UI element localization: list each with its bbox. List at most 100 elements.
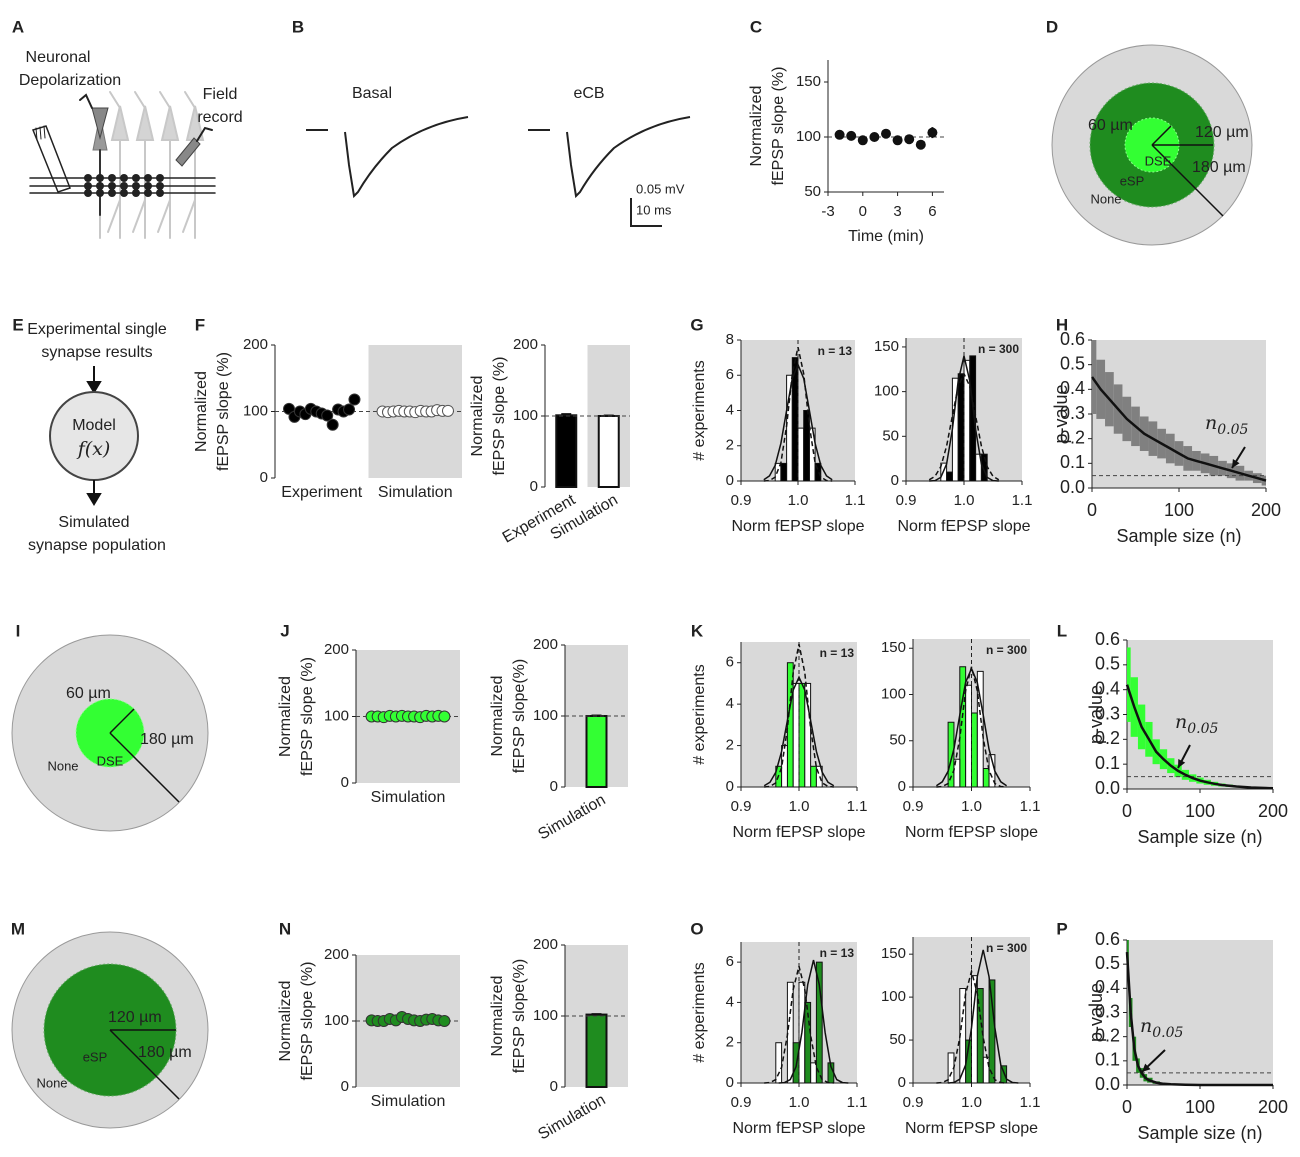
- histogram-bar: [976, 670, 984, 788]
- histogram-bar: [797, 427, 805, 482]
- zone-label: eSP: [83, 1049, 108, 1064]
- x-tick-label: 1.1: [1020, 1094, 1041, 1111]
- panel-letter: N: [279, 919, 291, 938]
- y-axis-label: # experiments: [691, 962, 708, 1063]
- x-tick-label: 0.9: [903, 798, 924, 815]
- diagram-label: Neuronal: [26, 49, 91, 66]
- y-tick-label: 100: [533, 707, 558, 724]
- annotation-subscript: 0.05: [1187, 721, 1218, 737]
- panel-letter: P: [1056, 919, 1067, 938]
- y-tick-label: 150: [874, 338, 899, 355]
- flow-label: Simulated: [58, 514, 129, 531]
- annotation: n = 13: [820, 946, 855, 960]
- histogram-bar: [786, 981, 794, 1084]
- x-tick-label: 0: [1087, 500, 1097, 520]
- model-function: f(x): [76, 438, 111, 460]
- y-tick-label: 0.5: [1095, 654, 1120, 674]
- radius-label: 120 µm: [108, 1009, 162, 1026]
- histogram-bar: [804, 682, 812, 788]
- y-tick-label: 150: [796, 73, 821, 90]
- y-tick-label: 50: [882, 427, 899, 444]
- annotation: n = 13: [818, 344, 853, 358]
- panel-letter: J: [280, 621, 289, 640]
- panel-letter: K: [691, 621, 704, 640]
- panel-letter: H: [1056, 315, 1068, 334]
- y-axis-label: Normalized: [489, 976, 506, 1057]
- x-tick-label: 0: [859, 203, 867, 220]
- y-tick-label: 0.2: [1095, 1025, 1120, 1045]
- y-axis-label: Normalized: [277, 676, 294, 757]
- zone-label: None: [36, 1075, 67, 1090]
- trace-label: eCB: [573, 85, 604, 102]
- x-tick-label: 0.9: [731, 1094, 752, 1111]
- zone-label: None: [47, 758, 78, 773]
- category-label: Simulation: [371, 789, 446, 806]
- histogram-bar: [810, 1062, 817, 1084]
- fit-curve: [948, 949, 1019, 1084]
- y-tick-label: 100: [513, 407, 538, 424]
- y-tick-label: 100: [796, 128, 821, 145]
- data-point: [904, 134, 915, 145]
- x-tick-label: 6: [928, 203, 936, 220]
- fit-curve: [764, 966, 834, 1084]
- error-band: [1127, 647, 1131, 722]
- data-point: [915, 139, 926, 150]
- y-tick-label: 0: [726, 778, 734, 795]
- histogram-bar: [946, 471, 953, 482]
- y-tick-label: 50: [889, 732, 906, 749]
- x-axis-label: Norm fEPSP slope: [732, 824, 865, 841]
- fit-curve: [936, 666, 1007, 788]
- x-tick-label: 1.1: [1020, 798, 1041, 815]
- chart: 0.0 0.1 0.2 0.3 0.4 0.5 0.6 0 100 200 p-value Sampl…: [1086, 929, 1288, 1143]
- y-tick-label: 0: [898, 1074, 906, 1091]
- annotation-subscript: 0.05: [1152, 1025, 1183, 1041]
- zone-label: eSP: [1120, 173, 1145, 188]
- radius-label: 180 µm: [140, 731, 194, 748]
- radius-label: 180 µm: [138, 1044, 192, 1061]
- annotation-arrowhead: [1142, 1063, 1151, 1072]
- y-tick-label: 0.6: [1095, 929, 1120, 949]
- y-tick-label: 4: [726, 695, 734, 712]
- category-label: Simulation: [371, 1093, 446, 1110]
- zone-label: DSE: [1145, 153, 1172, 168]
- x-tick-label: 1.0: [789, 798, 810, 815]
- x-axis-label: Norm fEPSP slope: [897, 518, 1030, 535]
- zone-label: DSE: [97, 753, 124, 768]
- y-axis-label: # experiments: [691, 664, 708, 765]
- y-axis-label: p-value: [1086, 685, 1106, 744]
- fit-curve: [936, 968, 1007, 1084]
- category-label: Experiment: [281, 484, 362, 501]
- panel-letter: D: [1046, 17, 1058, 36]
- histogram-bar: [792, 682, 800, 788]
- x-tick-label: 100: [1164, 500, 1194, 520]
- y-tick-label: 0.0: [1060, 477, 1085, 497]
- y-axis-label: Normalized: [489, 676, 506, 757]
- panel-letter: B: [292, 17, 304, 36]
- histogram-bar: [804, 1001, 812, 1084]
- chart: 0 50 100 150 0.9 1.0 1.1 Norm fEPSP slope n = 30…: [874, 338, 1032, 535]
- diagram-label: Depolarization: [19, 72, 121, 89]
- data-point: [343, 403, 356, 416]
- panel-i-diagram: [11, 634, 209, 832]
- y-tick-label: 0: [550, 1078, 558, 1095]
- mean-line: [1125, 684, 1274, 790]
- y-tick-label: 200: [324, 641, 349, 658]
- y-tick-label: 0.4: [1095, 977, 1120, 997]
- panel-d-diagram: [1051, 44, 1253, 246]
- x-tick-label: 100: [1185, 1097, 1215, 1117]
- y-tick-label: 0.3: [1095, 703, 1120, 723]
- mean-line: [1090, 376, 1267, 482]
- bar: [555, 414, 578, 489]
- y-tick-label: 6: [726, 654, 734, 671]
- annotation-arrowhead: [1232, 459, 1240, 468]
- y-tick-label: 0.0: [1095, 778, 1120, 798]
- y-tick-label: 0: [550, 778, 558, 795]
- x-tick-label: 200: [1258, 1097, 1288, 1117]
- y-tick-label: 0.1: [1095, 1050, 1120, 1070]
- chart: 0 50 100 150 0.9 1.0 1.1 Norm fEPSP slope n = 30…: [881, 639, 1040, 841]
- chart: 50 100 150 -3 0 3 6 Normalized fEPSP slope (%) Ti…: [748, 60, 944, 245]
- data-point: [438, 710, 451, 723]
- chart: 0 100 200 Normalized fEPSP slope (%) Experime…: [193, 336, 462, 501]
- histogram-bar: [798, 682, 806, 788]
